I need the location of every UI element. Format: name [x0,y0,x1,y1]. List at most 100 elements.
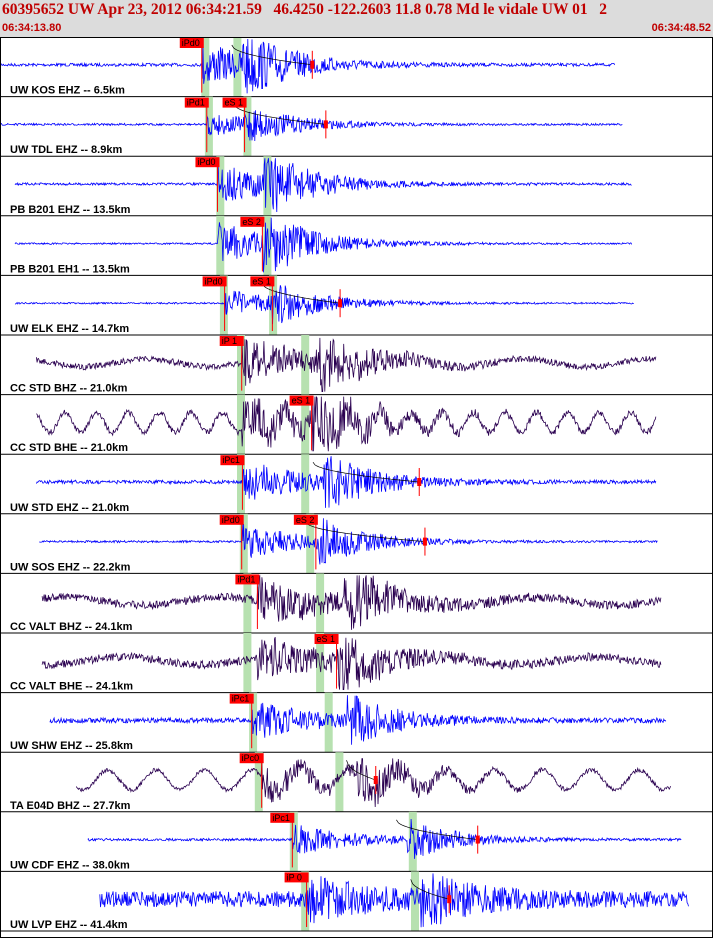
channel-label: UW SOS EHZ -- 22.2km [10,561,131,573]
coda-marker-dot [323,120,328,129]
s-pick-flag[interactable] [222,97,247,108]
channel-label: UW SHW EHZ -- 25.8km [10,740,133,752]
phase-window [233,37,242,97]
trace-panel: iPd0 UW KOS EHZ -- 6.5km iPd1 eS 1 UW TDL EH… [0,37,713,938]
phase-window [263,215,272,276]
s-pick-flag[interactable] [293,514,318,525]
trace-panel-row[interactable]: iPd0 eS 2 UW SOS EHZ -- 22.2km [0,513,713,574]
channel-label: UW STD EHZ -- 21.0km [10,502,129,514]
trace-panel-row[interactable]: eS 1 CC STD BHE -- 21.0km [0,394,713,455]
coda-marker-dot [338,299,343,308]
waveform-trace [36,337,657,392]
phase-window [408,811,417,872]
waveform-trace [41,574,662,630]
waveform-trace [49,695,667,745]
end-time: 06:34:48.52 [651,22,711,34]
phase-window [201,37,210,97]
phase-window [324,692,333,753]
waveform-trace [39,518,658,565]
s-pick-flag[interactable] [289,395,314,406]
phase-window [216,215,225,276]
waveform-trace [14,217,633,273]
p-pick-flag[interactable] [220,455,245,466]
s-pick-label: eS 1 [292,396,311,406]
p-pick-flag[interactable] [235,574,260,585]
s-pick-label: eS 1 [317,634,336,644]
p-pick-flag[interactable] [202,276,227,287]
channel-label: PB B201 EHZ -- 13.5km [10,204,131,216]
phase-window [316,633,325,693]
p-pick-label: iPc1 [232,694,250,704]
p-pick-flag[interactable] [229,693,254,704]
p-pick-label: iPd0 [222,515,240,525]
p-pick-flag[interactable] [184,97,209,108]
p-pick-label: iP 1 [222,336,237,346]
channel-label: TA E04D BHZ -- 27.7km [10,800,131,812]
waveform-trace [0,110,623,142]
start-time: 06:34:13.80 [2,22,62,34]
coda-marker-dot [447,895,452,904]
event-header: 60395652 UW Apr 23, 2012 06:34:21.59 46.… [0,0,713,37]
trace-panel-row[interactable]: iP 0 UW LVP EHZ -- 41.4km [0,871,713,932]
phase-window [254,752,263,812]
coda-marker-dot [422,537,427,546]
phase-window [219,275,228,335]
p-pick-label: iPc0 [242,753,260,763]
p-pick-label: iP 0 [287,872,302,882]
trace-panel-row[interactable]: iPd0 UW KOS EHZ -- 6.5km [0,37,713,98]
trace-panel-row[interactable]: iPc0 TA E04D BHZ -- 27.7km [0,752,713,813]
coda-marker-dot [373,776,378,784]
waveform-trace [0,38,615,94]
trace-panel-row[interactable]: iPc1 UW CDF EHZ -- 38.0km [0,811,713,872]
s-pick-flag[interactable] [250,276,275,287]
coda-curve [262,283,339,304]
waveform-trace [14,158,632,213]
coda-curve [410,879,449,900]
phase-window [243,573,252,633]
trace-panel-row[interactable]: eS 1 CC VALT BHE -- 24.1km [0,633,713,694]
trace-panel-row[interactable]: iPd1 eS 1 UW TDL EHZ -- 8.9km [0,96,713,157]
event-title: 60395652 UW Apr 23, 2012 06:34:21.59 46.… [2,1,607,18]
p-pick-flag[interactable] [284,872,309,883]
channel-label: PB B201 EH1 -- 13.5km [10,263,130,275]
waveform-trace [99,873,689,928]
p-pick-label: iPc1 [222,455,240,465]
coda-curve [312,461,420,483]
p-pick-flag[interactable] [239,753,264,764]
channel-label: CC VALT BHE -- 24.1km [10,681,133,693]
waveform-trace [87,818,682,859]
waveform-trace [14,285,634,325]
coda-marker-dot [417,478,422,486]
p-pick-flag[interactable] [179,38,204,48]
trace-panel-row[interactable]: iPd0 eS 1 UW ELK EHZ -- 14.7km [0,275,713,336]
phase-window [335,752,344,812]
phase-window [243,633,252,693]
p-pick-flag[interactable] [219,336,244,346]
p-pick-flag[interactable] [195,157,220,168]
phase-window [237,454,245,514]
channel-label: CC STD BHE -- 21.0km [10,442,128,454]
p-pick-label: iPd1 [237,574,255,584]
s-pick-label: eS 2 [296,515,315,525]
phase-window [237,335,245,395]
channel-label: UW ELK EHZ -- 14.7km [10,323,129,335]
channel-label: UW KOS EHZ -- 6.5km [10,85,125,97]
phase-window [249,692,258,753]
trace-panel-row[interactable]: eS 2 PB B201 EH1 -- 13.5km [0,215,713,276]
waveform-trace [41,637,662,690]
trace-panel-row[interactable]: iPc1 UW STD EHZ -- 21.0km [0,454,713,515]
channel-label: UW TDL EHZ -- 8.9km [10,144,122,156]
channel-label: CC STD BHZ -- 21.0km [10,383,128,395]
trace-panel-row[interactable]: iPd0 PB B201 EHZ -- 13.5km [0,156,713,217]
trace-panel-row[interactable]: iP 1 CC STD BHZ -- 21.0km [0,335,713,396]
waveform-trace [36,396,657,452]
s-pick-flag[interactable] [240,216,265,227]
p-pick-flag[interactable] [270,812,295,823]
s-pick-flag[interactable] [314,634,339,644]
coda-marker-dot [475,835,480,844]
trace-panel-row[interactable]: iPd1 CC VALT BHZ -- 24.1km [0,573,713,634]
coda-marker-dot [310,60,315,69]
coda-curve [231,44,312,66]
trace-panel-row[interactable]: iPc1 UW SHW EHZ -- 25.8km [0,692,713,753]
p-pick-flag[interactable] [219,514,244,525]
